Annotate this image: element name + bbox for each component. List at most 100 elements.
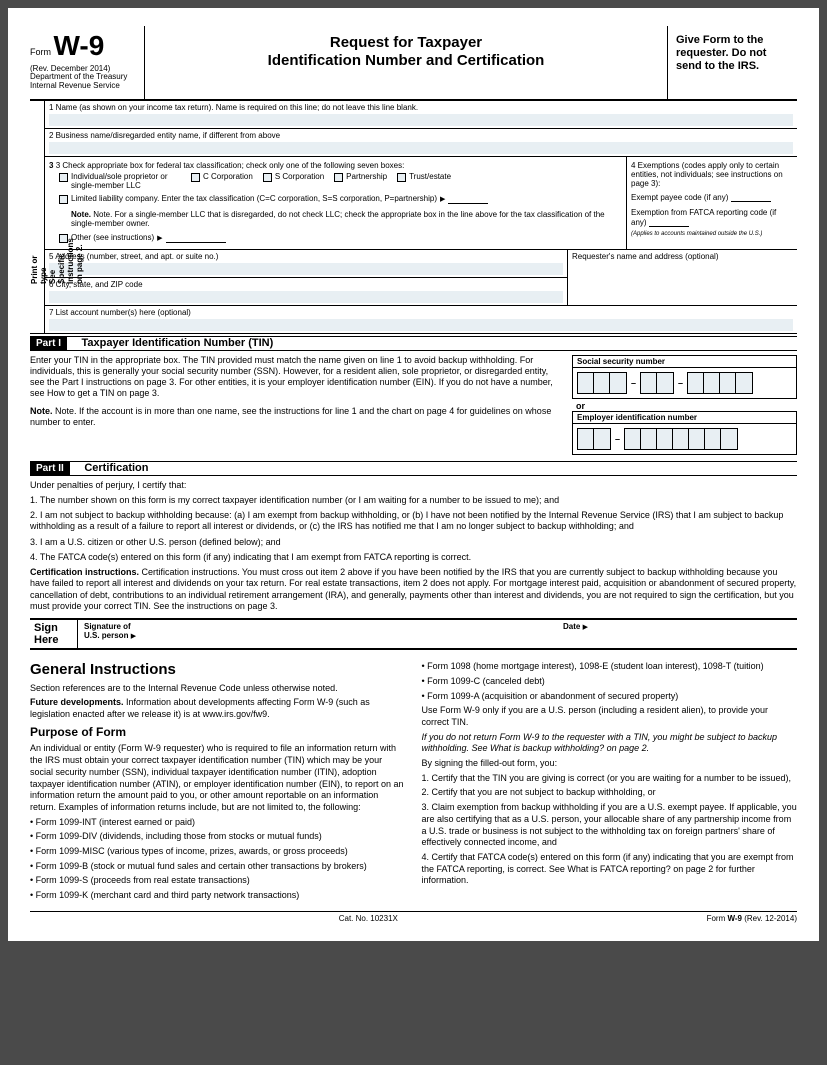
tin-para2-text: Note. If the account is in more than one… [30, 406, 551, 427]
chk-ccorp[interactable]: C Corporation [191, 172, 253, 182]
part1-label: Part I [30, 337, 67, 350]
llc-note-text: Note. For a single-member LLC that is di… [71, 210, 605, 228]
exempt-payee-input[interactable] [731, 192, 771, 202]
instr-b1: • Form 1099-INT (interest earned or paid… [30, 817, 406, 829]
cert-intro: Under penalties of perjury, I certify th… [30, 480, 797, 491]
requester-box: Requester's name and address (optional) [567, 250, 797, 306]
instr-r8: 2. Certify that you are not subject to b… [422, 787, 798, 799]
line5: 5 Address (number, street, and apt. or s… [45, 250, 567, 278]
tin-para2: Note. Note. If the account is in more th… [30, 406, 564, 429]
instructions: General Instructions Section references … [30, 658, 797, 904]
line2-input[interactable] [49, 142, 793, 154]
chk-partnership-label: Partnership [346, 172, 387, 181]
sign-row: Sign Here Signature of U.S. person Date [30, 618, 797, 650]
ein-label: Employer identification number [572, 411, 797, 423]
line6-input[interactable] [49, 291, 563, 303]
part2-header: Part II Certification [30, 461, 797, 476]
or-label: or [572, 399, 797, 411]
line5-input[interactable] [49, 263, 563, 275]
part1-header: Part I Taxpayer Identification Number (T… [30, 336, 797, 351]
header-title: Request for Taxpayer Identification Numb… [145, 26, 667, 99]
footer-cat: Cat. No. 10231X [339, 914, 398, 923]
other-arrow-icon [157, 233, 162, 242]
applies-note: (Applies to accounts maintained outside … [631, 231, 793, 237]
instr-r2: • Form 1099-C (canceled debt) [422, 676, 798, 688]
instr-p3: An individual or entity (Form W-9 reques… [30, 743, 406, 813]
fatca: Exemption from FATCA reporting code (if … [631, 208, 793, 227]
cert-4: 4. The FATCA code(s) entered on this for… [30, 552, 797, 563]
cert-instr-text: Certification instructions. You must cro… [30, 567, 796, 611]
line7-label: 7 List account number(s) here (optional) [49, 308, 191, 317]
form-title: Request for Taxpayer Identification Numb… [155, 34, 657, 70]
chk-scorp[interactable]: S Corporation [263, 172, 324, 182]
chk-scorp-label: S Corporation [275, 172, 324, 181]
instr-r5: If you do not return Form W-9 to the req… [422, 732, 798, 755]
line4-title: 4 Exemptions (codes apply only to certai… [631, 161, 793, 188]
header-left: Form W-9 (Rev. December 2014) Department… [30, 26, 145, 99]
instr-p2: Future developments. Information about d… [30, 697, 406, 720]
part2-title: Certification [72, 462, 148, 474]
exempt-payee: Exempt payee code (if any) [631, 192, 793, 202]
ssn-input[interactable]: – – [572, 367, 797, 399]
llc-class-input[interactable] [448, 194, 488, 204]
instr-h1: General Instructions [30, 660, 406, 680]
line4: 4 Exemptions (codes apply only to certai… [627, 157, 797, 249]
cert-3: 3. I am a U.S. citizen or other U.S. per… [30, 537, 797, 548]
certification: Under penalties of perjury, I certify th… [30, 480, 797, 613]
line3-instr: 3 3 Check appropriate box for federal ta… [49, 161, 622, 170]
line7-input[interactable] [49, 319, 793, 331]
lines-column: 1 Name (as shown on your income tax retu… [44, 101, 797, 334]
fatca-input[interactable] [649, 217, 689, 227]
chk-llc[interactable]: Limited liability company. Enter the tax… [59, 194, 488, 204]
cert-instr: Certification instructions. Certificatio… [30, 567, 797, 612]
exempt-payee-label: Exempt payee code (if any) [631, 193, 728, 202]
line1: 1 Name (as shown on your income tax retu… [44, 101, 797, 129]
instr-h2: Purpose of Form [30, 725, 406, 741]
instr-r3: • Form 1099-A (acquisition or abandonmen… [422, 691, 798, 703]
ein-input[interactable]: – [572, 423, 797, 455]
cert-2: 2. I am not subject to backup withholdin… [30, 510, 797, 533]
tin-section: Enter your TIN in the appropriate box. T… [30, 355, 797, 455]
chk-partnership[interactable]: Partnership [334, 172, 387, 182]
header: Form W-9 (Rev. December 2014) Department… [30, 26, 797, 101]
llc-arrow-icon [440, 194, 445, 203]
form-number: W-9 [54, 30, 105, 61]
instr-r10: 4. Certify that FATCA code(s) entered on… [422, 852, 798, 887]
chk-llc-label: Limited liability company. Enter the tax… [71, 194, 437, 203]
line3-text: 3 Check appropriate box for federal tax … [56, 161, 405, 170]
header-right-note: Give Form to the requester. Do not send … [667, 26, 797, 99]
instr-b2: • Form 1099-DIV (dividends, including th… [30, 831, 406, 843]
part1-title: Taxpayer Identification Number (TIN) [70, 337, 274, 349]
entry-section: Print or type See Specific Instructions … [30, 101, 797, 334]
line2: 2 Business name/disregarded entity name,… [44, 129, 797, 157]
chk-individual-label: Individual/sole proprietor or single-mem… [71, 172, 181, 190]
chk-trust[interactable]: Trust/estate [397, 172, 451, 182]
sign-mid: Signature of U.S. person [78, 620, 557, 648]
instr-r7: 1. Certify that the TIN you are giving i… [422, 773, 798, 785]
form-page: Form W-9 (Rev. December 2014) Department… [8, 8, 819, 941]
instr-r6: By signing the filled-out form, you: [422, 758, 798, 770]
other-input[interactable] [166, 233, 226, 243]
tin-text: Enter your TIN in the appropriate box. T… [30, 355, 564, 455]
line7: 7 List account number(s) here (optional) [44, 306, 797, 334]
line3: 3 3 Check appropriate box for federal ta… [45, 157, 627, 249]
line2-label: 2 Business name/disregarded entity name,… [49, 131, 280, 140]
rotate-column: Print or type See Specific Instructions … [30, 101, 44, 334]
ssn-label: Social security number [572, 355, 797, 367]
llc-note: Note. Note. For a single-member LLC that… [49, 210, 622, 228]
sign-date: Date [557, 620, 797, 648]
instr-left: General Instructions Section references … [30, 658, 406, 904]
footer-right: Form W-9 (Rev. 12-2014) [707, 914, 797, 923]
chk-individual[interactable]: Individual/sole proprietor or single-mem… [59, 172, 181, 190]
department: Department of the Treasury Internal Reve… [30, 73, 140, 91]
chk-trust-label: Trust/estate [409, 172, 451, 181]
instr-r9: 3. Claim exemption from backup withholdi… [422, 802, 798, 849]
form-prefix: Form [30, 47, 51, 57]
line6: 6 City, state, and ZIP code [45, 278, 567, 306]
rotate-label: Print or type See Specific Instructions … [30, 238, 84, 284]
instr-b3: • Form 1099-MISC (various types of incom… [30, 846, 406, 858]
instr-p1: Section references are to the Internal R… [30, 683, 406, 695]
part2-label: Part II [30, 462, 70, 475]
tin-boxes: Social security number – – or Employer i… [572, 355, 797, 455]
line1-input[interactable] [49, 114, 793, 126]
